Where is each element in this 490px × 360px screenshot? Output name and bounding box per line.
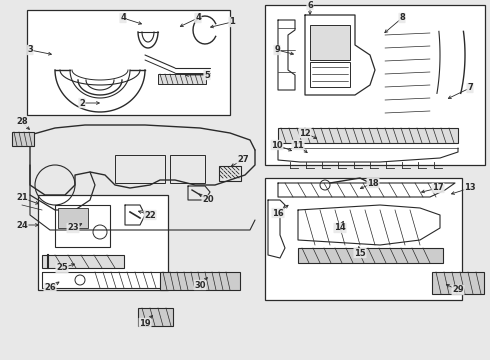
- Bar: [158, 74, 206, 84]
- Bar: [27, 10, 230, 115]
- Text: 26: 26: [44, 284, 56, 292]
- Bar: [12, 132, 34, 146]
- Text: 16: 16: [272, 208, 284, 217]
- Text: 24: 24: [16, 220, 28, 230]
- Text: 29: 29: [452, 285, 464, 294]
- Bar: [310, 25, 350, 60]
- Bar: [310, 62, 350, 87]
- Text: 21: 21: [16, 194, 28, 202]
- Bar: [160, 272, 240, 290]
- Bar: [265, 5, 485, 165]
- Text: 13: 13: [464, 184, 476, 193]
- Text: 8: 8: [399, 13, 405, 22]
- Text: 30: 30: [194, 280, 206, 289]
- Text: 23: 23: [67, 224, 79, 233]
- Bar: [170, 155, 205, 183]
- Bar: [265, 178, 462, 300]
- Text: 11: 11: [292, 140, 304, 149]
- Text: 27: 27: [237, 156, 249, 165]
- Text: 28: 28: [16, 117, 28, 126]
- Text: 6: 6: [307, 0, 313, 9]
- Text: 14: 14: [334, 224, 346, 233]
- Bar: [138, 308, 173, 326]
- Bar: [432, 272, 484, 294]
- Bar: [58, 208, 88, 228]
- Text: 4: 4: [195, 13, 201, 22]
- Text: 20: 20: [202, 195, 214, 204]
- Text: 9: 9: [274, 45, 280, 54]
- Bar: [278, 128, 458, 143]
- Bar: [42, 255, 124, 268]
- Text: 1: 1: [229, 18, 235, 27]
- Text: 18: 18: [367, 179, 379, 188]
- Text: 5: 5: [204, 71, 210, 80]
- Text: 22: 22: [144, 211, 156, 220]
- Bar: [298, 248, 443, 263]
- Text: 19: 19: [139, 319, 151, 328]
- Bar: [38, 195, 168, 290]
- Text: 17: 17: [432, 184, 444, 193]
- Bar: [219, 166, 241, 181]
- Text: 4: 4: [120, 13, 126, 22]
- Text: 3: 3: [27, 45, 33, 54]
- Text: 25: 25: [56, 264, 68, 273]
- Bar: [115, 155, 165, 183]
- Text: 15: 15: [354, 248, 366, 257]
- Text: 10: 10: [271, 140, 283, 149]
- Text: 2: 2: [79, 99, 85, 108]
- Text: 7: 7: [467, 84, 473, 93]
- Text: 12: 12: [299, 129, 311, 138]
- Bar: [55, 205, 110, 247]
